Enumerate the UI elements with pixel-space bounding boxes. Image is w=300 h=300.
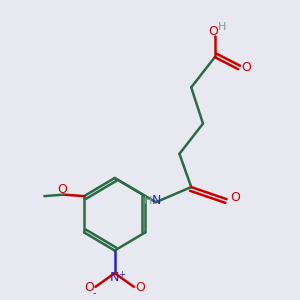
Text: +: + — [118, 270, 124, 279]
Text: O: O — [84, 281, 94, 294]
Text: O: O — [208, 25, 218, 38]
Text: -: - — [92, 288, 96, 298]
Text: O: O — [135, 281, 145, 294]
Text: N: N — [152, 194, 161, 207]
Text: O: O — [58, 183, 68, 196]
Text: N: N — [110, 271, 119, 284]
Text: H: H — [218, 22, 226, 32]
Text: O: O — [242, 61, 251, 74]
Text: H: H — [143, 196, 152, 206]
Text: O: O — [230, 191, 240, 204]
